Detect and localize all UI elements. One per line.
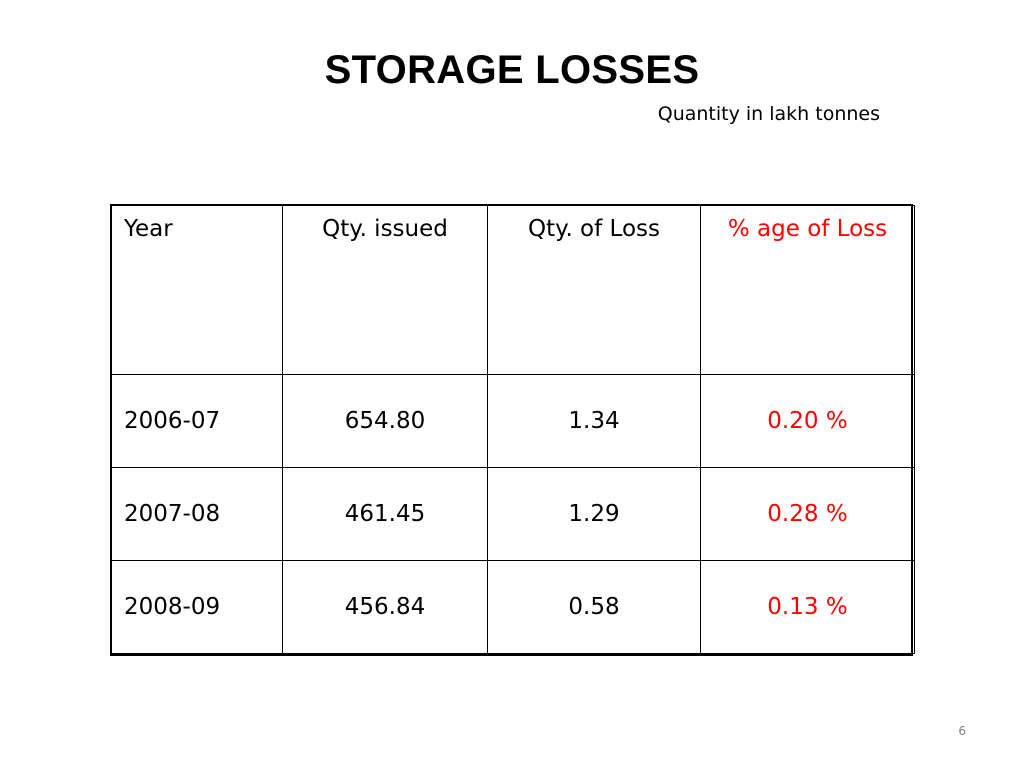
header-qty-issued: Qty. issued: [282, 205, 488, 375]
cell-qty-issued: 654.80: [282, 374, 488, 468]
cell-year: 2006-07: [111, 374, 283, 468]
header-qty-of-loss: Qty. of Loss: [487, 205, 701, 375]
header-percent-loss: % age of Loss: [700, 205, 915, 375]
page-number: 6: [958, 724, 966, 738]
cell-year: 2008-09: [111, 560, 283, 654]
table-row: 2007-08 461.45 1.29 0.28 %: [111, 467, 915, 561]
cell-qty-of-loss: 1.34: [487, 374, 701, 468]
table-header-row: Year Qty. issued Qty. of Loss % age of L…: [111, 205, 915, 375]
table-row: 2006-07 654.80 1.34 0.20 %: [111, 374, 915, 468]
header-year: Year: [111, 205, 283, 375]
slide-title: STORAGE LOSSES: [324, 48, 700, 92]
slide-subtitle: Quantity in lakh tonnes: [657, 103, 880, 125]
cell-qty-of-loss: 0.58: [487, 560, 701, 654]
cell-percent-loss: 0.28 %: [700, 467, 915, 561]
cell-percent-loss: 0.13 %: [700, 560, 915, 654]
cell-qty-of-loss: 1.29: [487, 467, 701, 561]
cell-qty-issued: 456.84: [282, 560, 488, 654]
table-row: 2008-09 456.84 0.58 0.13 %: [111, 560, 915, 654]
cell-qty-issued: 461.45: [282, 467, 488, 561]
storage-losses-table: Year Qty. issued Qty. of Loss % age of L…: [111, 205, 915, 654]
cell-year: 2007-08: [111, 467, 283, 561]
cell-percent-loss: 0.20 %: [700, 374, 915, 468]
